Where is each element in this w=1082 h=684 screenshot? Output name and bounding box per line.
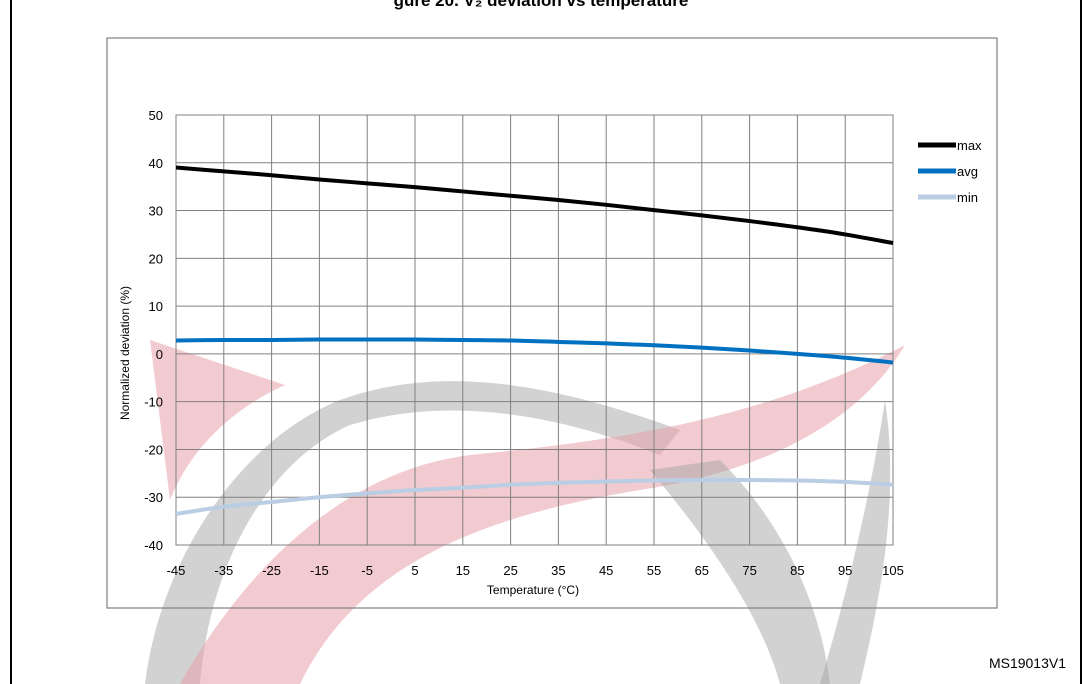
legend-label-max: max bbox=[957, 138, 982, 153]
plot-border bbox=[175, 114, 894, 546]
watermark-logo bbox=[145, 340, 905, 684]
y-tick-label: 40 bbox=[149, 156, 163, 171]
x-tick-label: 75 bbox=[742, 563, 756, 578]
chart-area-border bbox=[106, 37, 998, 609]
x-tick-label: -35 bbox=[214, 563, 233, 578]
legend-label-min: min bbox=[957, 190, 978, 205]
x-tick-label: 25 bbox=[503, 563, 517, 578]
x-tick-label: -45 bbox=[167, 563, 186, 578]
series-line-avg bbox=[175, 337, 894, 365]
y-tick-label: 50 bbox=[149, 108, 163, 123]
x-axis-label: Temperature (°C) bbox=[487, 583, 579, 597]
x-tick-label: -25 bbox=[262, 563, 281, 578]
watermark-arc-right bbox=[650, 460, 830, 684]
x-tick-label: 95 bbox=[838, 563, 852, 578]
watermark-shape-left bbox=[150, 340, 285, 500]
figure-frame bbox=[10, 0, 1082, 684]
plot-area-frame bbox=[175, 114, 894, 546]
x-tick-label: 15 bbox=[456, 563, 470, 578]
y-tick-label: 0 bbox=[156, 347, 163, 362]
y-tick-label: 10 bbox=[149, 299, 163, 314]
x-tick-label: -5 bbox=[361, 563, 373, 578]
x-tick-label: 35 bbox=[551, 563, 565, 578]
y-tick-label: -10 bbox=[144, 395, 163, 410]
y-tick-label: -40 bbox=[144, 538, 163, 553]
series-layer bbox=[175, 165, 894, 516]
watermark-arc-left bbox=[145, 381, 680, 684]
y-tick-label: -30 bbox=[144, 490, 163, 505]
x-tick-labels: -45 -35 -25 -15 -5 5 15 25 35 45 55 65 75 85 95 105 bbox=[167, 563, 904, 578]
series-line-max bbox=[175, 165, 894, 246]
y-tick-labels: 50 40 30 20 10 0 -10 -20 -30 -40 bbox=[144, 108, 163, 553]
series-line-min bbox=[175, 477, 894, 516]
figure-id: MS19013V1 bbox=[988, 655, 1066, 671]
watermark-stroke-right bbox=[820, 400, 891, 684]
x-tick-label: 85 bbox=[790, 563, 804, 578]
x-tick-label: -15 bbox=[310, 563, 329, 578]
x-tick-label: 105 bbox=[882, 563, 904, 578]
y-tick-label: 30 bbox=[149, 204, 163, 219]
x-tick-label: 55 bbox=[647, 563, 661, 578]
x-tick-label: 45 bbox=[599, 563, 613, 578]
y-tick-label: -20 bbox=[144, 442, 163, 457]
legend-label-avg: avg bbox=[957, 164, 978, 179]
legend: max avg min bbox=[918, 138, 982, 205]
y-axis-label: Normalized deviation (%) bbox=[118, 286, 132, 420]
figure-header-fragment: gure 20. V₂ deviation vs temperature bbox=[393, 0, 689, 10]
x-tick-label: 65 bbox=[695, 563, 709, 578]
watermark-swoosh-red bbox=[180, 345, 905, 684]
y-tick-label: 20 bbox=[149, 251, 163, 266]
x-tick-label: 5 bbox=[411, 563, 418, 578]
